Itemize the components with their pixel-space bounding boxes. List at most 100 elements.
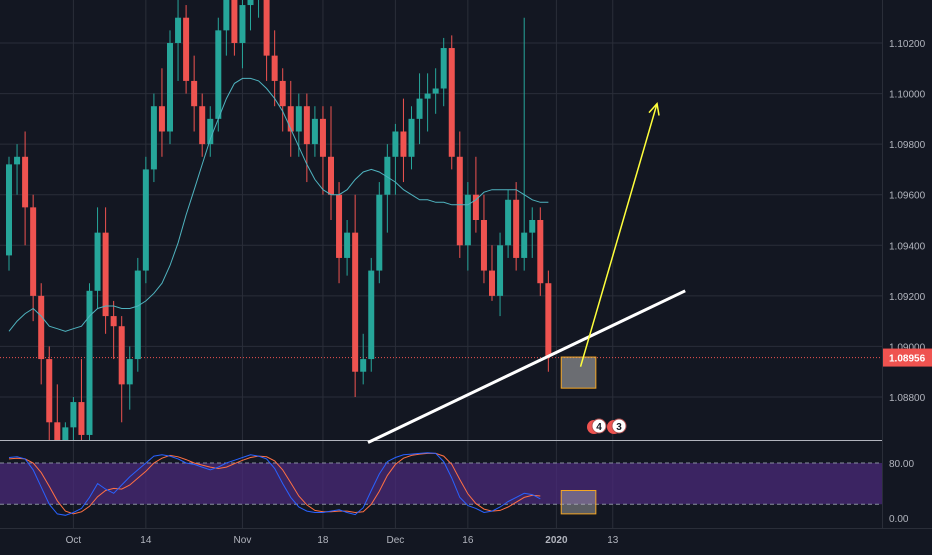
candle-body — [287, 106, 294, 132]
candle[interactable] — [384, 144, 391, 233]
candle[interactable] — [239, 0, 246, 69]
candle[interactable] — [94, 207, 101, 309]
candle[interactable] — [183, 5, 190, 94]
candle-body — [191, 80, 198, 107]
candle[interactable] — [464, 182, 471, 271]
candle-body — [183, 17, 190, 81]
candle[interactable] — [78, 359, 85, 448]
candle[interactable] — [336, 182, 343, 284]
candle[interactable] — [456, 131, 463, 258]
candle[interactable] — [489, 245, 495, 301]
candle[interactable] — [497, 232, 504, 317]
candle[interactable] — [311, 106, 318, 157]
date-tick-label: 14 — [140, 535, 152, 546]
candle[interactable] — [158, 68, 165, 157]
candle[interactable] — [392, 123, 399, 195]
event-marker[interactable]: 4 — [587, 418, 607, 434]
moving-average-line — [8, 77, 549, 332]
candle[interactable] — [279, 68, 286, 132]
candle[interactable] — [46, 346, 53, 440]
candle[interactable] — [54, 384, 61, 452]
candle[interactable] — [256, 0, 262, 18]
candle[interactable] — [344, 220, 351, 276]
candle-body — [472, 194, 479, 220]
candles — [6, 0, 552, 460]
candle-body — [513, 199, 520, 258]
candle[interactable] — [440, 37, 447, 107]
candle[interactable] — [134, 257, 141, 372]
candle[interactable] — [263, 0, 270, 81]
price-tick-label: 1.09200 — [889, 292, 926, 303]
candle-body — [529, 220, 536, 233]
candle[interactable] — [529, 207, 536, 258]
candle[interactable] — [231, 0, 238, 56]
candle[interactable] — [215, 17, 222, 132]
date-tick-label: 16 — [462, 535, 474, 546]
candle[interactable] — [70, 397, 77, 448]
candle[interactable] — [102, 207, 109, 334]
candle[interactable] — [247, 0, 254, 31]
candle[interactable] — [408, 106, 415, 170]
candle[interactable] — [14, 144, 21, 195]
candle[interactable] — [191, 55, 198, 132]
candle[interactable] — [6, 156, 12, 271]
candle[interactable] — [368, 257, 375, 372]
projection-arrow[interactable] — [579, 103, 658, 367]
candle-body — [480, 220, 487, 271]
candle-body — [489, 270, 495, 296]
candle[interactable] — [352, 194, 359, 398]
candle[interactable] — [537, 207, 544, 296]
candle[interactable] — [38, 283, 45, 385]
candle-body — [311, 118, 318, 145]
candle[interactable] — [303, 93, 310, 183]
candle[interactable] — [199, 93, 206, 157]
event-marker-circle — [591, 418, 607, 434]
candle[interactable] — [432, 68, 439, 114]
trendline[interactable] — [367, 289, 686, 444]
candle[interactable] — [287, 80, 294, 157]
candle[interactable] — [505, 189, 512, 258]
candle[interactable] — [360, 333, 367, 385]
candle[interactable] — [175, 0, 182, 81]
candle[interactable] — [448, 35, 455, 170]
candle[interactable] — [513, 182, 520, 271]
candle[interactable] — [22, 131, 29, 246]
candle[interactable] — [207, 106, 214, 157]
candle[interactable] — [400, 98, 407, 183]
candle[interactable] — [416, 73, 423, 145]
price-highlight-box[interactable] — [560, 356, 597, 389]
candle[interactable] — [271, 30, 278, 107]
candle[interactable] — [424, 73, 431, 132]
price-tick-label: 1.09600 — [889, 191, 926, 202]
candle[interactable] — [480, 194, 487, 284]
time-axis[interactable]: Oct 14 Nov 18 Dec 16 2020 13 — [66, 535, 619, 546]
candle[interactable] — [472, 156, 479, 233]
candle-body — [464, 194, 471, 246]
candle-body — [328, 156, 334, 195]
candle[interactable] — [521, 17, 528, 271]
stoch-k-line — [8, 452, 541, 516]
candle[interactable] — [126, 346, 133, 410]
candle[interactable] — [376, 182, 383, 284]
candle[interactable] — [62, 422, 69, 460]
candle[interactable] — [142, 156, 149, 284]
candle-body — [102, 232, 109, 317]
candle[interactable] — [328, 106, 334, 220]
candle-body — [150, 106, 157, 170]
candle[interactable] — [86, 283, 93, 442]
stoch-highlight-box[interactable] — [560, 490, 597, 515]
candle[interactable] — [167, 30, 173, 145]
candle-body — [167, 42, 173, 132]
candle[interactable] — [110, 300, 117, 360]
candle[interactable] — [30, 194, 37, 322]
candle[interactable] — [319, 106, 326, 195]
candle[interactable] — [118, 316, 125, 423]
price-tick-label: 1.09800 — [889, 140, 926, 151]
candle[interactable] — [223, 0, 230, 56]
candle-body — [86, 290, 93, 435]
price-axis[interactable]: 1.10200 1.10000 1.09800 1.09600 1.09400 1.092… — [889, 39, 926, 525]
event-marker[interactable]: 3 — [607, 418, 627, 434]
candle[interactable] — [150, 93, 157, 183]
